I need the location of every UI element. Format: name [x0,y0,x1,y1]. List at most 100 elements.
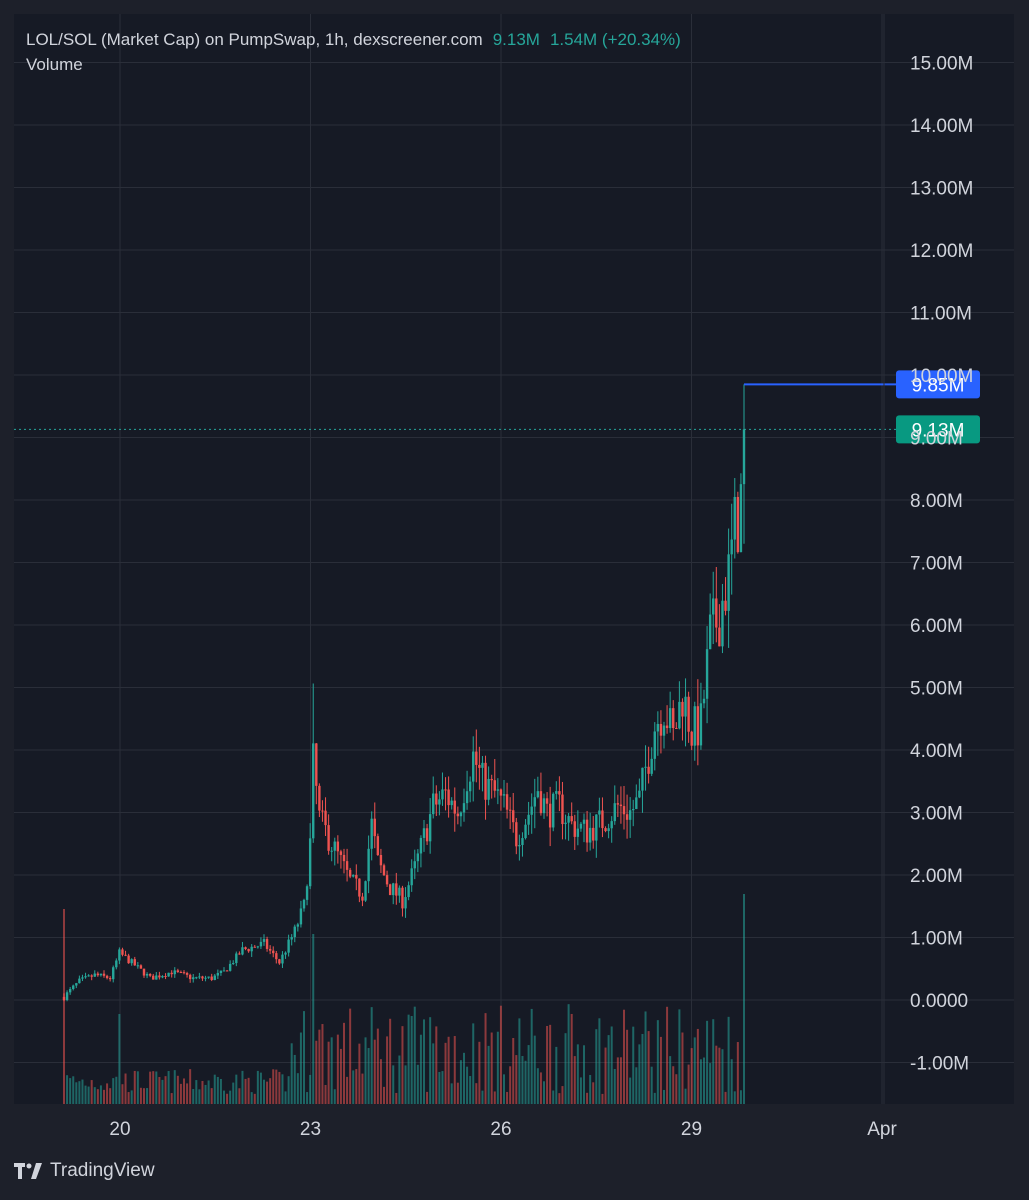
volume-bar [536,1068,539,1104]
volume-bar [666,1006,669,1104]
candle-body [425,828,429,842]
volume-bar [72,1076,75,1104]
volume-bar [370,1007,373,1104]
volume-bar [407,1014,410,1104]
tradingview-brand[interactable]: TradingView [14,1160,155,1182]
candle-body [570,816,573,822]
volume-bar [570,1013,573,1104]
volume-bar [730,1059,733,1104]
candle-body [84,976,87,978]
candle-body [284,952,287,955]
candle-body [315,743,318,786]
volume-bar [693,1037,696,1104]
volume-bar [173,1070,176,1104]
volume-bar [546,1025,549,1104]
candle-body [675,728,678,730]
candle-body [508,809,512,811]
volume-bar [235,1074,238,1104]
volume-bar [210,1088,213,1104]
volume-bar [207,1080,210,1104]
candle-body [142,968,146,976]
volume-bar [481,1090,484,1104]
volume-bar [524,1060,527,1104]
volume-bar [641,1033,644,1104]
candle-body [75,983,78,986]
volume-bar [499,1005,502,1104]
candle-body [275,953,278,960]
candle-body [539,791,543,814]
candle-body [355,874,358,879]
symbol-title[interactable]: LOL/SOL (Market Cap) on PumpSwap, 1h, de… [26,30,483,49]
volume-bar [167,1071,170,1104]
volume-bar [610,1026,613,1104]
volume-bar [493,1091,496,1104]
candle-body [225,970,229,972]
volume-bar [112,1078,115,1104]
candle-body [268,948,272,951]
candle-body [336,841,340,852]
candle-body [564,822,567,825]
candle-body [592,827,595,841]
candle-body [727,554,730,611]
candle-body [222,970,226,972]
candle-body [299,908,303,925]
candle-body [398,887,401,896]
candle-body [588,827,592,843]
volume-bar [244,1078,247,1104]
volume-bar [281,1074,284,1104]
volume-bar [186,1083,189,1104]
volume-bar [718,1047,721,1104]
volume-bar [432,1043,435,1104]
y-tick-label: 2.00M [910,866,963,887]
volume-bar [518,1018,521,1104]
volume-bar [63,909,65,1104]
volume-bar [170,1093,173,1104]
volume-bar [103,1089,105,1104]
volume-bar [629,1077,632,1104]
candle-body [404,897,407,909]
candle-body [435,793,438,805]
volume-bar [201,1080,204,1104]
candle-body [379,855,383,866]
candle-body [453,800,456,814]
volume-bar [109,1088,112,1104]
candle-body [188,974,192,980]
candle-body [256,946,260,948]
volume-bar [127,1092,130,1104]
volume-bar [733,1091,736,1104]
volume-bar [724,1091,727,1104]
candle-body [647,766,650,774]
volume-bar [456,1082,459,1104]
volume-bar [364,1037,367,1104]
high-marker-badge [896,370,980,399]
volume-bar [619,1057,622,1104]
candle-body [133,959,136,966]
candle-body [210,976,213,980]
x-tick-label: 26 [490,1119,511,1140]
candle-body [484,762,487,800]
volume-bar [613,1069,616,1104]
volume-bar [592,1082,595,1104]
candle-body [385,875,389,885]
volume-bar [416,1064,419,1104]
x-tick-label: 20 [109,1119,130,1140]
volume-bar [727,1016,730,1104]
volume-bar [450,1083,453,1104]
candle-body [308,838,312,887]
volume-bar [595,1029,598,1104]
candle-body [124,954,127,956]
volume-bar [139,1087,142,1104]
volume-series [63,894,745,1104]
volume-legend[interactable]: Volume [26,55,83,74]
volume-bar [533,1035,536,1104]
candle-body [530,806,533,815]
candle-body [533,797,536,807]
y-tick-label: 13.00M [910,179,973,200]
candle-body [136,965,140,967]
candle-body [235,953,238,964]
volume-bar [253,1093,256,1104]
volume-bar [552,1090,555,1104]
candle-body [641,767,644,791]
volume-bar [121,1084,124,1104]
